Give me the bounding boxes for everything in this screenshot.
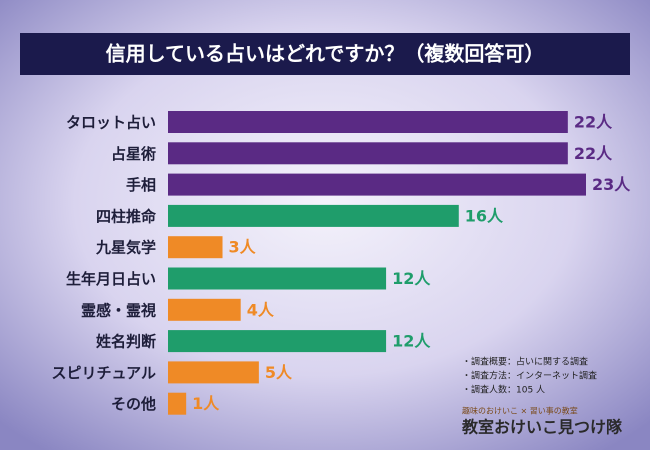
category-label: 霊感・霊視	[81, 301, 156, 319]
note: ・調査概要：占いに関する調査	[462, 356, 588, 368]
category-label: 占星術	[111, 145, 156, 163]
value-label: 3人	[229, 238, 257, 257]
value-label: 4人	[247, 300, 275, 319]
bar	[168, 330, 387, 353]
value-label: 5人	[265, 363, 293, 382]
value-label: 1人	[192, 394, 220, 413]
value-label: 16人	[465, 206, 504, 225]
bar	[168, 267, 387, 290]
bar	[168, 298, 241, 321]
value-label: 12人	[392, 332, 431, 351]
category-label: その他	[111, 395, 156, 413]
category-label: 生年月日占い	[66, 270, 156, 288]
bar	[168, 392, 187, 415]
bar	[168, 142, 568, 165]
category-label: 姓名判断	[96, 333, 156, 351]
chart-title: 信用している占いはどれですか？（複数回答可）	[106, 42, 545, 66]
logo-name: 教室おけいこ見つけ隊	[462, 418, 623, 437]
title-bar	[20, 33, 630, 75]
note: ・調査人数：105 人	[462, 384, 545, 396]
bar	[168, 204, 459, 227]
value-label: 23人	[592, 175, 631, 194]
bar	[168, 111, 568, 133]
category-label: 九星気学	[95, 239, 156, 257]
category-label: 四柱推命	[96, 207, 157, 225]
value-label: 22人	[574, 144, 613, 163]
category-label: スピリチュアル	[51, 364, 156, 382]
category-label: タロット占い	[66, 114, 156, 132]
bar	[168, 361, 259, 384]
category-label: 手相	[126, 176, 156, 194]
value-label: 12人	[392, 269, 431, 288]
bar	[168, 236, 223, 259]
logo-tagline: 趣味のおけいこ × 習い事の教室	[462, 406, 578, 416]
note: ・調査方法：インターネット調査	[462, 370, 597, 382]
value-label: 22人	[574, 113, 613, 132]
bar	[168, 173, 586, 196]
notes: ・調査概要：占いに関する調査・調査方法：インターネット調査・調査人数：105 人	[462, 356, 597, 396]
